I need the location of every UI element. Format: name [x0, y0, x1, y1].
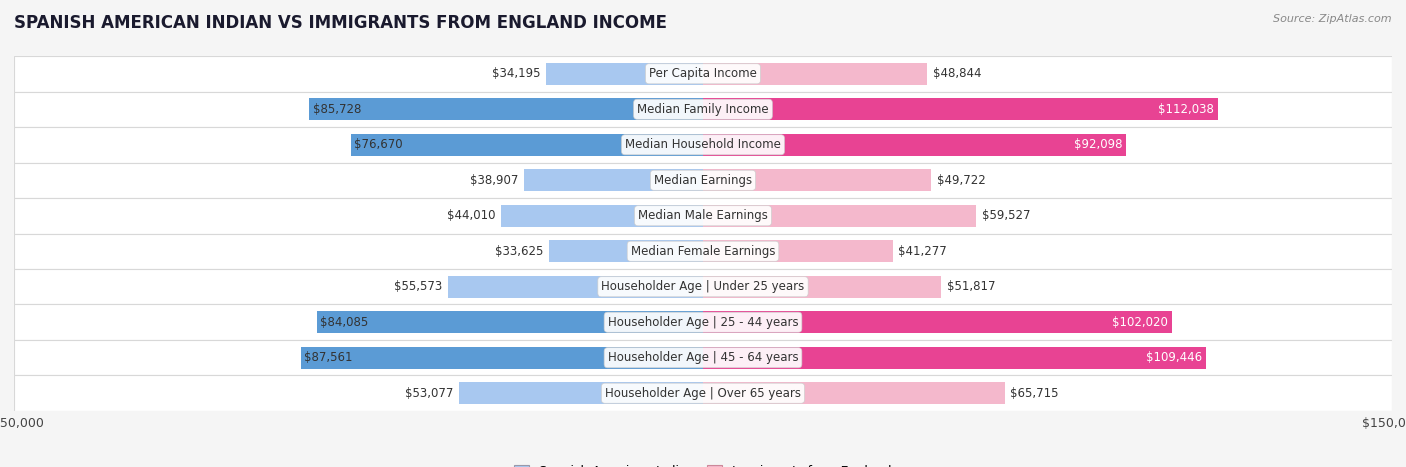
Text: $76,670: $76,670	[354, 138, 404, 151]
Bar	[14, 375, 1392, 411]
Bar	[703, 382, 1005, 404]
Bar	[14, 234, 1392, 269]
Text: $33,625: $33,625	[495, 245, 543, 258]
Text: Householder Age | 45 - 64 years: Householder Age | 45 - 64 years	[607, 351, 799, 364]
Text: $109,446: $109,446	[1146, 351, 1202, 364]
Text: Median Family Income: Median Family Income	[637, 103, 769, 116]
Bar	[703, 98, 1218, 120]
Bar	[501, 205, 703, 227]
Text: $59,527: $59,527	[981, 209, 1031, 222]
Bar	[703, 347, 1206, 369]
Bar	[301, 347, 703, 369]
Bar	[309, 98, 703, 120]
Text: Median Male Earnings: Median Male Earnings	[638, 209, 768, 222]
Bar	[703, 311, 1171, 333]
Legend: Spanish American Indian, Immigrants from England: Spanish American Indian, Immigrants from…	[509, 460, 897, 467]
Text: $84,085: $84,085	[321, 316, 368, 329]
Text: $112,038: $112,038	[1159, 103, 1215, 116]
Text: Median Household Income: Median Household Income	[626, 138, 780, 151]
Text: Source: ZipAtlas.com: Source: ZipAtlas.com	[1274, 14, 1392, 24]
Text: SPANISH AMERICAN INDIAN VS IMMIGRANTS FROM ENGLAND INCOME: SPANISH AMERICAN INDIAN VS IMMIGRANTS FR…	[14, 14, 666, 32]
Bar	[14, 163, 1392, 198]
Text: $38,907: $38,907	[471, 174, 519, 187]
Text: Householder Age | Over 65 years: Householder Age | Over 65 years	[605, 387, 801, 400]
Text: $51,817: $51,817	[946, 280, 995, 293]
Text: $85,728: $85,728	[312, 103, 361, 116]
Bar	[703, 169, 931, 191]
Text: $48,844: $48,844	[932, 67, 981, 80]
Bar	[703, 134, 1126, 156]
Bar	[447, 276, 703, 298]
Bar	[14, 340, 1392, 375]
Bar	[524, 169, 703, 191]
Bar	[316, 311, 703, 333]
Text: Median Earnings: Median Earnings	[654, 174, 752, 187]
Text: $102,020: $102,020	[1112, 316, 1168, 329]
Text: $34,195: $34,195	[492, 67, 540, 80]
Bar	[703, 276, 941, 298]
Text: Per Capita Income: Per Capita Income	[650, 67, 756, 80]
Bar	[14, 198, 1392, 234]
Text: $55,573: $55,573	[394, 280, 443, 293]
Text: Median Female Earnings: Median Female Earnings	[631, 245, 775, 258]
Bar	[703, 240, 893, 262]
Bar	[14, 56, 1392, 92]
Text: $92,098: $92,098	[1074, 138, 1122, 151]
Bar	[460, 382, 703, 404]
Bar	[352, 134, 703, 156]
Bar	[546, 63, 703, 85]
Bar	[703, 63, 928, 85]
Text: Householder Age | Under 25 years: Householder Age | Under 25 years	[602, 280, 804, 293]
Text: $41,277: $41,277	[898, 245, 946, 258]
Text: $87,561: $87,561	[304, 351, 353, 364]
Text: $65,715: $65,715	[1011, 387, 1059, 400]
Bar	[703, 205, 976, 227]
Bar	[14, 269, 1392, 304]
Text: $53,077: $53,077	[405, 387, 454, 400]
Text: $49,722: $49,722	[936, 174, 986, 187]
Bar	[14, 304, 1392, 340]
Bar	[14, 92, 1392, 127]
Bar	[548, 240, 703, 262]
Text: Householder Age | 25 - 44 years: Householder Age | 25 - 44 years	[607, 316, 799, 329]
Bar	[14, 127, 1392, 163]
Text: $44,010: $44,010	[447, 209, 495, 222]
